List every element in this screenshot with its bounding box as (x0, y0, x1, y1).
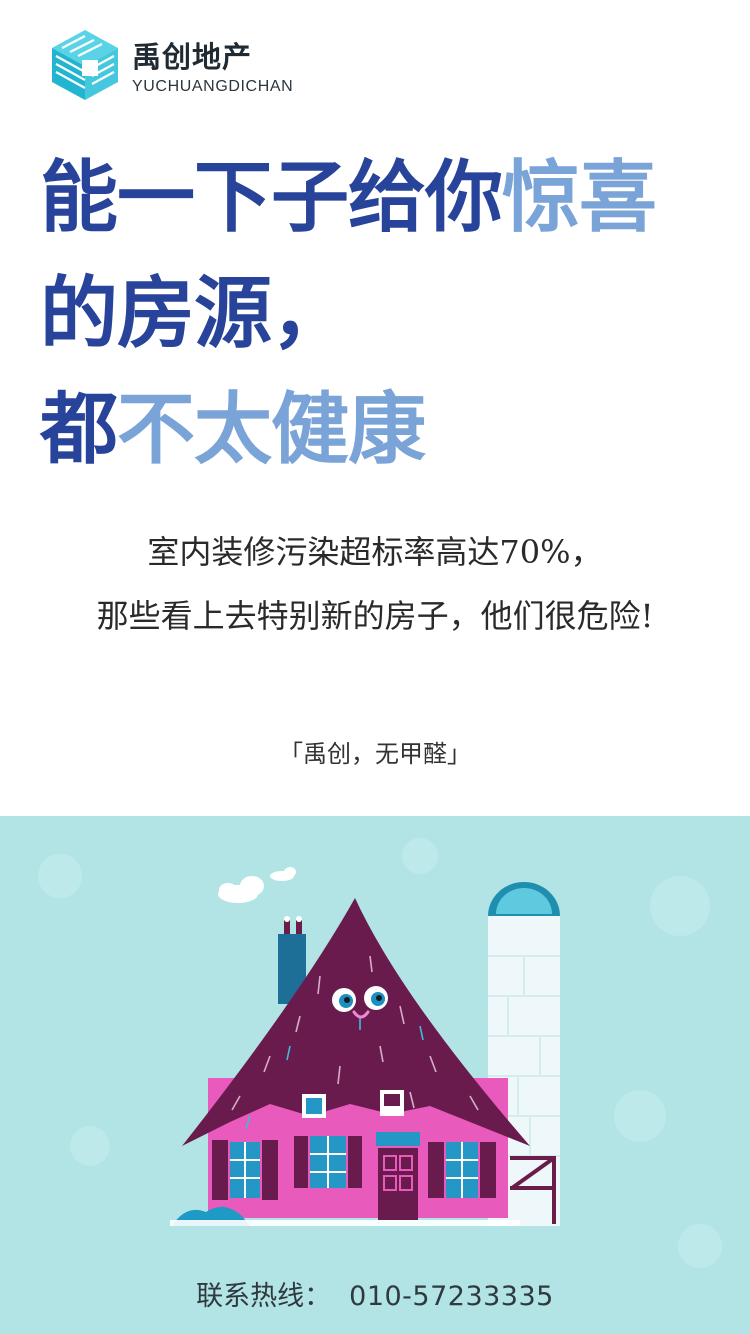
contact-hotline: 联系热线： 010-57233335 (0, 1274, 750, 1313)
headline-line-2: 的房源， (40, 256, 730, 372)
headline-line-3-light: 不太健康 (117, 384, 426, 475)
stacked-blocks-logo-icon (52, 30, 118, 100)
headline-line-1: 能一下子给你惊喜 (40, 140, 730, 256)
brand-name-cn: 禹创地产 (132, 40, 253, 74)
subtext-line-2: 那些看上去特别新的房子，他们很危险! (96, 597, 654, 635)
headline-line-3: 都不太健康 (40, 372, 730, 488)
headline: 能一下子给你惊喜 的房源， 都不太健康 (40, 140, 730, 488)
subtext-line-1: 室内装修污染超标率高达70%， (147, 533, 603, 571)
headline-line-1-dark: 能一下子给你 (40, 152, 503, 243)
headline-line-3-dark: 都 (40, 384, 118, 475)
headline-line-1-light: 惊喜 (502, 152, 657, 243)
subtext: 室内装修污染超标率高达70%， 那些看上去特别新的房子，他们很危险! (0, 520, 750, 648)
smiling-thatched-house-illustration-icon (38, 838, 722, 1268)
contact-label: 联系热线： (196, 1281, 332, 1312)
brand-logo: 禹创地产 YUCHUANGDICHAN (52, 30, 352, 100)
headline-line-2-dark: 的房源， (40, 268, 349, 359)
illustration-panel: 联系热线： 010-57233335 (0, 816, 750, 1334)
slogan: 「禹创，无甲醛」 (279, 740, 471, 768)
brand-name-en: YUCHUANGDICHAN (132, 78, 294, 95)
contact-phone-number[interactable]: 010-57233335 (349, 1281, 554, 1312)
